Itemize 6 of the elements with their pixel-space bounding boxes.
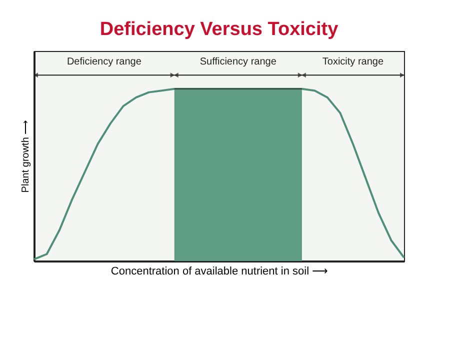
chart-title: Deficiency Versus Toxicity — [100, 19, 339, 40]
x-axis-title: Concentration of available nutrient in soil ⟶ — [110, 266, 328, 278]
text: Deficiency range — [66, 56, 142, 68]
y-axis-title: Plant growth ⟶ — [20, 120, 32, 193]
text: Toxicity range — [322, 56, 384, 68]
text: Sufficiency range — [200, 56, 277, 68]
